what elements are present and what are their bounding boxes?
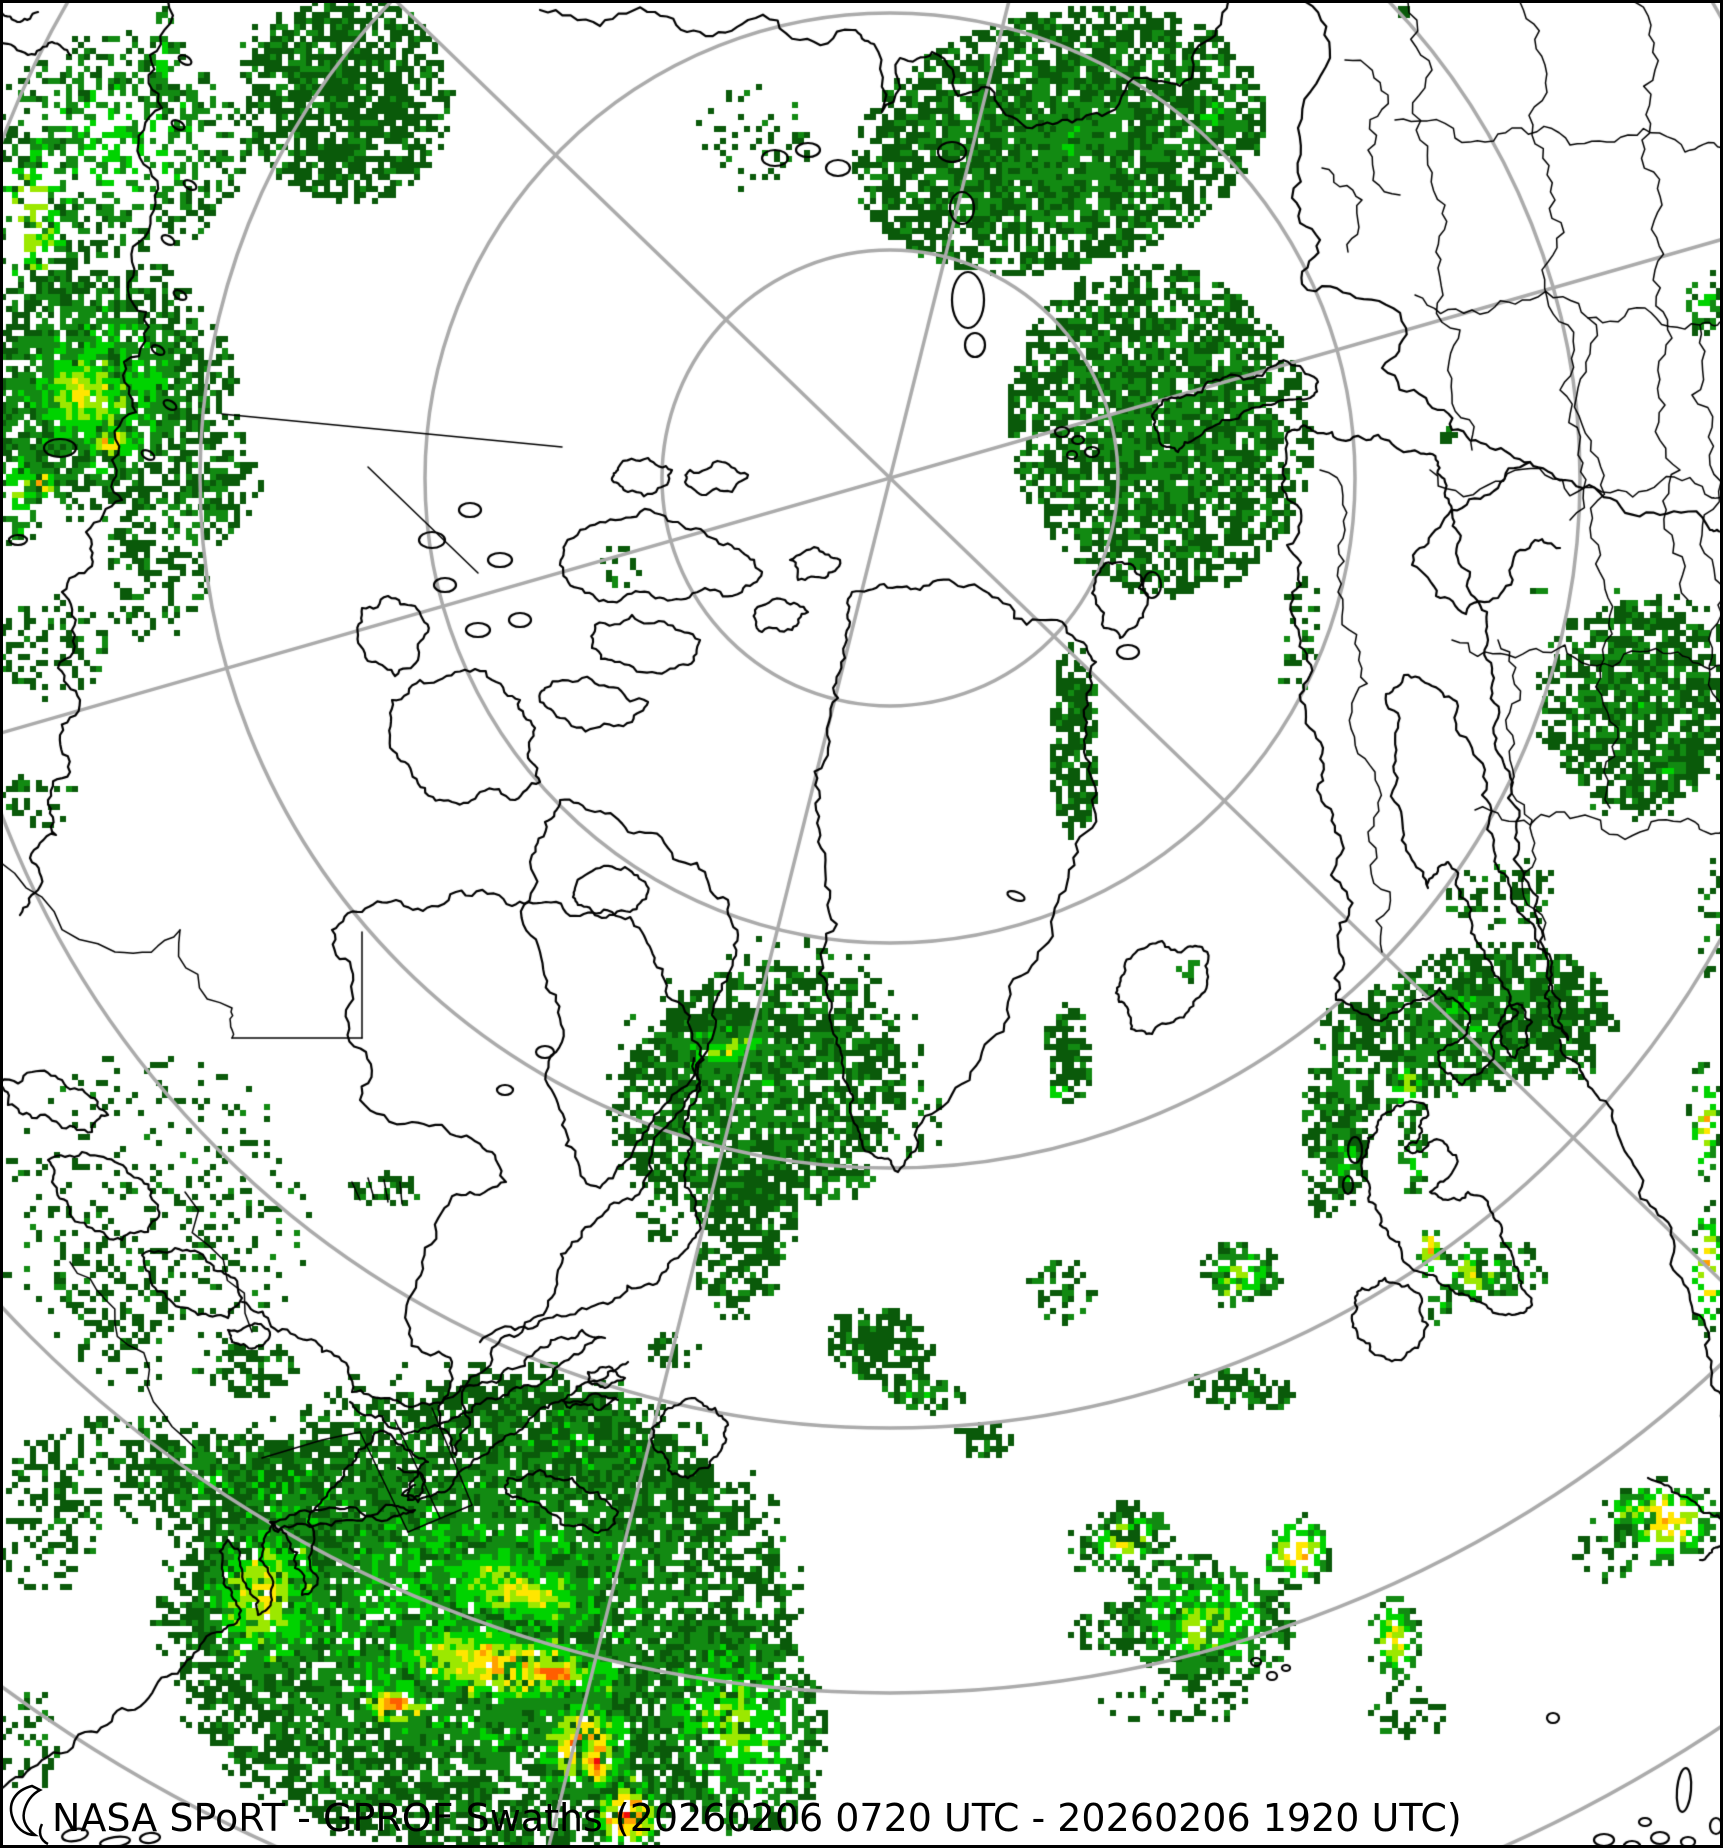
swoosh-path [9,1784,43,1837]
caption-swoosh-icon [9,1784,49,1846]
swoosh-tail-path [38,1823,49,1846]
map-caption: NASA SPoRT - GPROF Swaths (20260206 0720… [52,1796,1462,1840]
